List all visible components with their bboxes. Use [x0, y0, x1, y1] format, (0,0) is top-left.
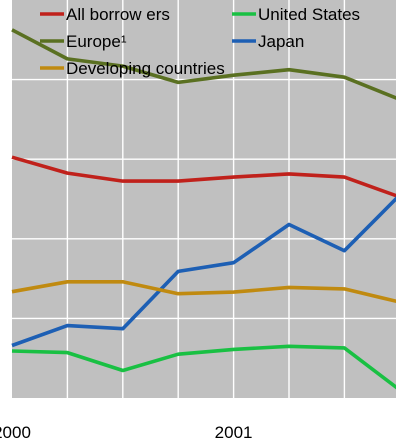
legend-label-all-borrow-ers: All borrow ers — [66, 5, 170, 24]
series-lines — [11, 28, 396, 390]
legend-label-europe: Europe¹ — [66, 32, 127, 51]
x-tick-label: 2001 — [215, 423, 253, 439]
legend: All borrow ers United States Europe¹ Japan D… — [40, 5, 360, 78]
series-line-united-states — [11, 344, 396, 390]
x-tick-label: 2000 — [0, 423, 31, 439]
legend-label-developing-countries: Developing countries — [66, 59, 225, 78]
series-line-all-borrow-ers — [11, 155, 396, 198]
series-line-japan — [11, 196, 396, 348]
x-axis: 2000 2001 — [0, 423, 253, 442]
series-line-developing-countries — [11, 279, 396, 304]
plot-background — [12, 0, 396, 398]
legend-label-japan: Japan — [258, 32, 304, 51]
series-line-europe — [11, 28, 396, 100]
legend-label-united-states: United States — [258, 5, 360, 24]
